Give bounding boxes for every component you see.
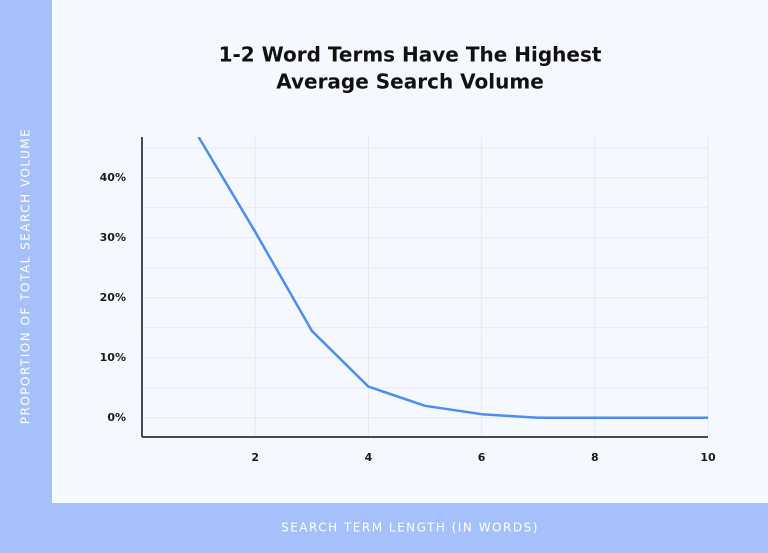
data-line (197, 137, 708, 420)
y-tick-label: 30% (100, 231, 126, 244)
x-tick-label: 10 (700, 451, 716, 464)
x-tick-label: 2 (251, 451, 259, 464)
y-tick-label: 0% (107, 411, 126, 424)
x-label-band (52, 503, 768, 553)
y-tick-label: 10% (100, 351, 126, 364)
chart-title: 1-2 Word Terms Have The Highest (219, 43, 602, 67)
y-tick-label: 20% (100, 291, 126, 304)
y-axis-label: PROPORTION OF TOTAL SEARCH VOLUME (19, 128, 33, 424)
y-label-band (0, 0, 52, 553)
x-axis-label: SEARCH TERM LENGTH (IN WORDS) (281, 521, 539, 535)
x-tick-label: 6 (478, 451, 486, 464)
chart-title: Average Search Volume (276, 70, 544, 94)
x-tick-label: 4 (365, 451, 373, 464)
y-tick-label: 40% (100, 171, 126, 184)
x-tick-label: 8 (591, 451, 599, 464)
